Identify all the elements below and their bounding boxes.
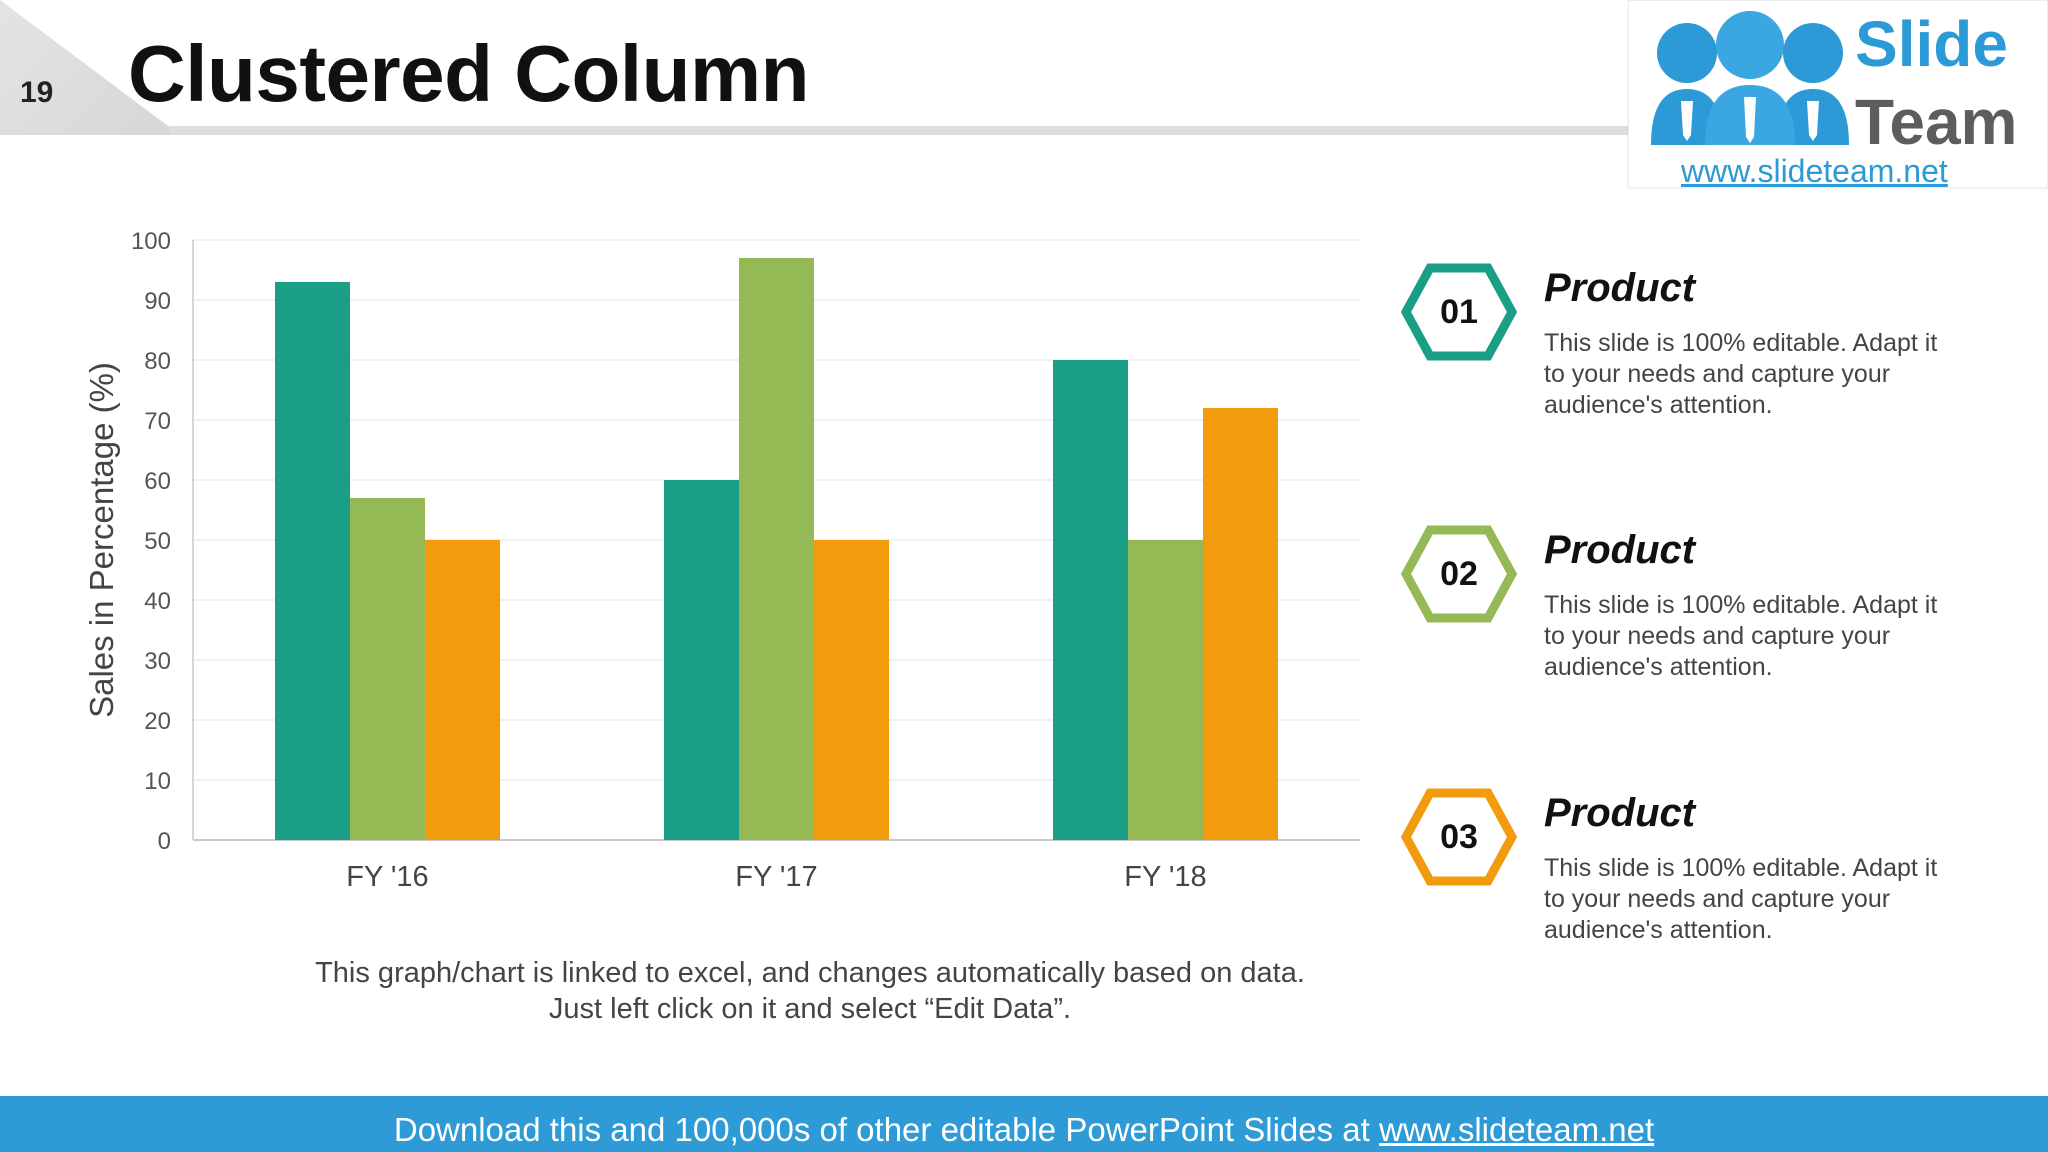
logo-word-slide: Slide — [1855, 8, 2008, 80]
y-tick-label: 70 — [144, 408, 171, 435]
slideteam-logo[interactable]: Slide Team www.slideteam.net — [1628, 0, 2048, 189]
product-description: This slide is 100% editable. Adapt it to… — [1544, 329, 1938, 419]
hexagon-badge-icon: 03 — [1400, 787, 1518, 887]
y-tick-label: 50 — [144, 528, 171, 555]
chart-svg: 0 10 20 30 40 50 60 70 80 90 100 FY '16 FY '17 FY '18… — [83, 228, 1360, 893]
logo-url-link[interactable]: www.slideteam.net — [1681, 153, 1948, 189]
product-item-1: 01 Product This slide is 100% editable. … — [1400, 262, 1960, 462]
people-group-icon — [1651, 11, 1849, 145]
y-tick-label: 60 — [144, 468, 171, 495]
hexagon-badge-icon: 02 — [1400, 524, 1518, 624]
page-title: Clustered Column — [128, 29, 809, 118]
hexagon-badge-icon: 01 — [1400, 262, 1518, 362]
y-tick-label: 30 — [144, 648, 171, 675]
logo-word-team: Team — [1855, 86, 2018, 158]
chart-note: This graph/chart is linked to excel, and… — [315, 957, 1305, 1025]
footer-message: Download this and 100,000s of other edit… — [393, 1111, 1379, 1148]
product-description: This slide is 100% editable. Adapt it to… — [1544, 591, 1938, 681]
bar — [1203, 408, 1278, 840]
x-category-label: FY '17 — [735, 861, 817, 893]
y-tick-label: 80 — [144, 348, 171, 375]
product-description: This slide is 100% editable. Adapt it to… — [1544, 854, 1938, 944]
bar — [739, 258, 814, 840]
x-category-label: FY '16 — [346, 861, 428, 893]
y-tick-label: 20 — [144, 708, 171, 735]
product-number: 02 — [1440, 555, 1478, 593]
bar — [1128, 540, 1203, 840]
bar — [350, 498, 425, 840]
clustered-column-chart[interactable]: 0 10 20 30 40 50 60 70 80 90 100 FY '16 FY '17 FY '18… — [70, 210, 1370, 915]
footer-link[interactable]: www.slideteam.net — [1379, 1111, 1655, 1148]
slide-number: 19 — [20, 76, 54, 109]
y-tick-label: 10 — [144, 768, 171, 795]
product-title: Product — [1544, 266, 1696, 310]
bar — [814, 540, 889, 840]
footer-bar — [0, 1096, 2048, 1152]
y-tick-label: 90 — [144, 288, 171, 315]
y-axis-title: Sales in Percentage (%) — [83, 362, 120, 718]
product-item-2: 02 Product This slide is 100% editable. … — [1400, 524, 1960, 724]
bar — [275, 282, 350, 840]
y-tick-label: 40 — [144, 588, 171, 615]
bar — [1053, 360, 1128, 840]
footer-text: Download this and 100,000s of other edit… — [0, 1111, 2048, 1149]
bar — [664, 480, 739, 840]
product-number: 01 — [1440, 293, 1478, 331]
y-tick-label: 100 — [131, 228, 171, 255]
product-item-3: 03 Product This slide is 100% editable. … — [1400, 787, 1960, 987]
product-number: 03 — [1440, 818, 1478, 856]
product-title: Product — [1544, 528, 1696, 572]
title-divider — [170, 126, 1820, 135]
x-category-label: FY '18 — [1124, 861, 1206, 893]
y-tick-label: 0 — [158, 828, 171, 855]
bar — [425, 540, 500, 840]
product-title: Product — [1544, 791, 1696, 835]
